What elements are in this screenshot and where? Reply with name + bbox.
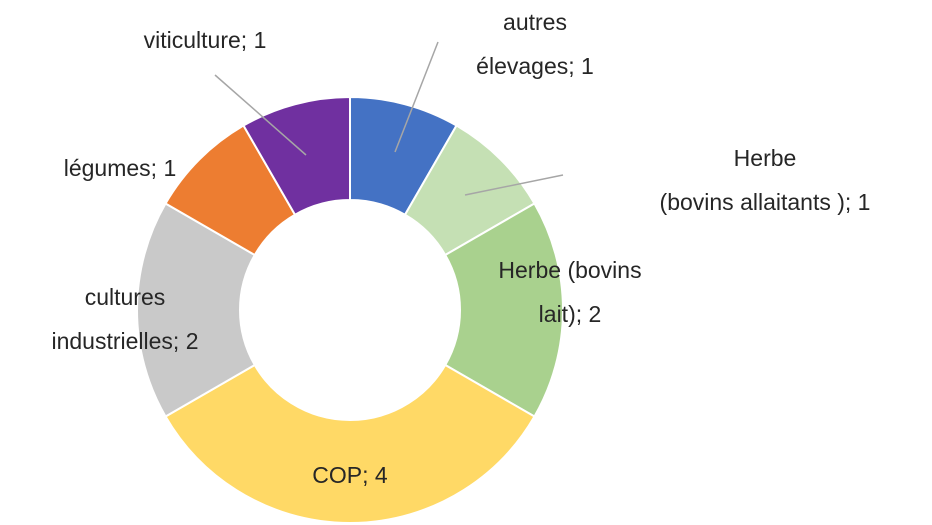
data-label: autres élevages; 1 — [476, 9, 594, 79]
data-label: cultures industrielles; 2 — [51, 284, 199, 354]
leader-line — [464, 174, 564, 196]
donut-slice — [242, 95, 351, 217]
donut-slice — [136, 202, 257, 418]
leader-line — [214, 74, 307, 156]
data-label: Herbe (bovins lait); 2 — [498, 257, 642, 327]
data-label: légumes; 1 — [63, 155, 177, 181]
donut-slice — [164, 363, 536, 524]
data-label: viticulture; 1 — [143, 27, 267, 53]
donut-slice — [443, 202, 564, 418]
data-label: Herbe (bovins allaitants ); 1 — [659, 145, 871, 215]
leader-line — [394, 41, 439, 153]
data-label: COP; 4 — [312, 462, 388, 488]
